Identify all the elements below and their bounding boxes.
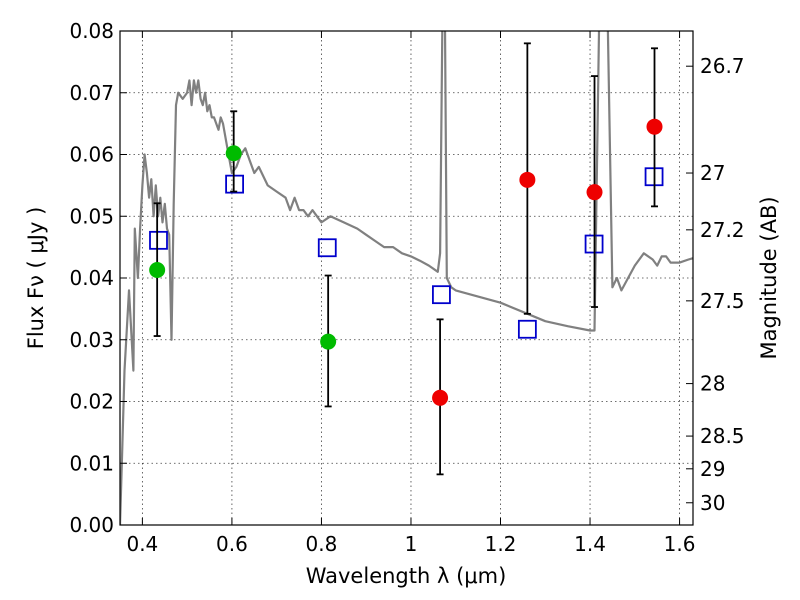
y2-tick-label: 27.5 [700, 289, 745, 313]
synthetic-flux-square [149, 230, 168, 250]
ticks: 0.4 0.6 0.8 1 1.2 1.4 1.6 0.00 0.01 0.02 0.03 0.04 0… [69, 19, 744, 556]
x-tick-label: 1 [405, 532, 418, 556]
x-tick-label: 0.4 [126, 532, 158, 556]
y-tick-label: 0.00 [69, 513, 114, 537]
observed-flux-point [225, 145, 242, 162]
observed-flux-point [432, 389, 449, 406]
y-axis-label: Flux Fν ( μJy ) [24, 207, 48, 350]
observed-flux-point [320, 333, 337, 350]
y2-tick-label: 28 [700, 372, 725, 396]
synthetic-flux-square [317, 238, 337, 258]
y2-axis-label: Magnitude (AB) [757, 196, 781, 359]
model-sed-line [120, 31, 693, 525]
x-tick-label: 1.4 [574, 532, 606, 556]
y2-tick-label: 27 [700, 161, 725, 185]
data-layer [120, 31, 693, 525]
y-tick-label: 0.07 [69, 81, 114, 105]
y2-tick-label: 28.5 [700, 424, 745, 448]
y-tick-label: 0.08 [69, 19, 114, 43]
observed-flux-point [646, 118, 663, 135]
observed-flux-point [586, 184, 603, 201]
y-tick-label: 0.06 [69, 143, 114, 167]
y-tick-label: 0.05 [69, 204, 114, 228]
y-tick-label: 0.04 [69, 266, 114, 290]
y2-tick-label: 30 [700, 491, 725, 515]
x-tick-label: 1.6 [664, 532, 696, 556]
y2-tick-label: 27.2 [700, 218, 745, 242]
y-tick-label: 0.01 [69, 451, 114, 475]
y-tick-label: 0.02 [69, 390, 114, 414]
synthetic-flux-square [432, 285, 451, 305]
observed-flux-point [149, 261, 166, 278]
observed-flux-point [519, 171, 536, 188]
y2-tick-label: 29 [700, 457, 725, 481]
y2-tick-label: 26.7 [700, 54, 745, 78]
x-tick-label: 1.2 [485, 532, 517, 556]
x-tick-label: 0.8 [306, 532, 338, 556]
x-tick-label: 0.6 [216, 532, 248, 556]
synthetic-flux-square [517, 319, 537, 339]
x-axis-label: Wavelength λ (μm) [306, 564, 507, 588]
y-tick-label: 0.03 [69, 328, 114, 352]
point-layer [149, 42, 664, 476]
